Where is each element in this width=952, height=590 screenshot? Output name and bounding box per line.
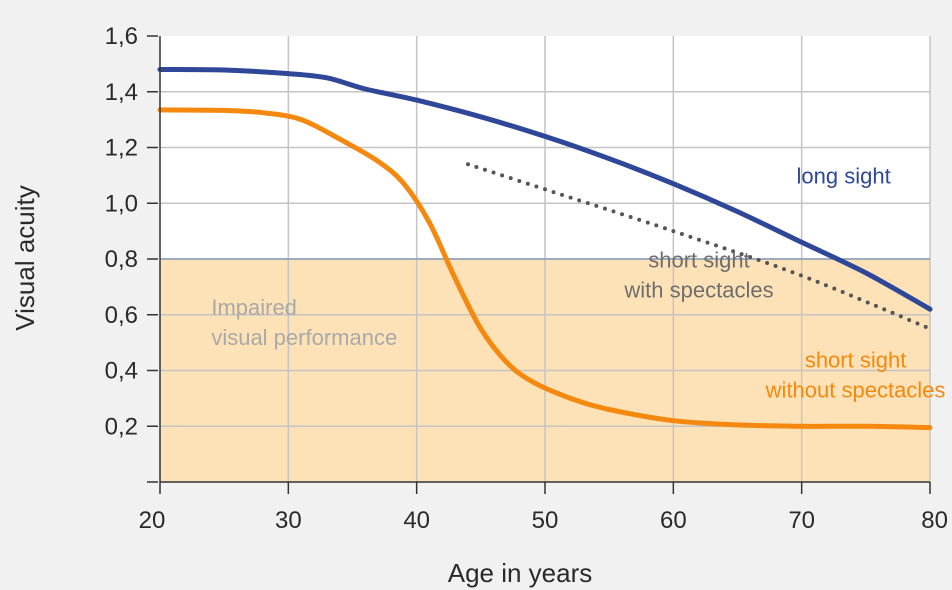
x-tick-label: 60 [660, 507, 687, 534]
annotation-line: Impaired [211, 295, 297, 320]
y-tick-label: 1,0 [105, 190, 138, 217]
y-tick-label: 0,8 [105, 246, 138, 273]
y-tick-label: 0,6 [105, 302, 138, 329]
annotation-line: long sight [797, 164, 891, 189]
annotation-2: short sight without spectacles [765, 348, 946, 403]
annotation-1: short sight with spectacles [623, 247, 773, 302]
annotation-3: Impaired visual performance [211, 295, 397, 350]
y-tick-label: 1,6 [105, 23, 138, 50]
annotation-0: long sight [797, 164, 891, 189]
x-tick-label: 70 [788, 507, 815, 534]
annotation-line: short sight [648, 247, 750, 272]
series-lines [157, 66, 933, 431]
x-tick-label: 80 [921, 507, 948, 534]
y-tick-label: 1,4 [105, 79, 138, 106]
x-tick-label: 30 [275, 507, 302, 534]
x-tick-label: 50 [532, 507, 559, 534]
series-line-short-sight-with-spectacles [466, 162, 932, 331]
y-axis-label: Visual acuity [10, 185, 40, 331]
series-line-short-sight-without-spectacles [157, 107, 933, 431]
annotation-line: visual performance [211, 325, 397, 350]
axes: 0,2 0,4 0,6 0,8 1,0 1,2 1,4 1,6 20 30 40 50 60 70 80 [105, 23, 948, 534]
y-tick-label: 0,4 [105, 358, 138, 385]
annotation-line: short sight [805, 348, 907, 373]
annotation-line: with spectacles [623, 277, 773, 302]
series-line-long-sight [157, 66, 933, 312]
y-tick-label: 0,2 [105, 413, 138, 440]
x-tick-label: 40 [403, 507, 430, 534]
annotation-line: without spectacles [765, 378, 946, 403]
y-tick-label: 1,2 [105, 135, 138, 162]
x-axis-label: Age in years [448, 558, 593, 588]
x-tick-label: 20 [139, 507, 166, 534]
